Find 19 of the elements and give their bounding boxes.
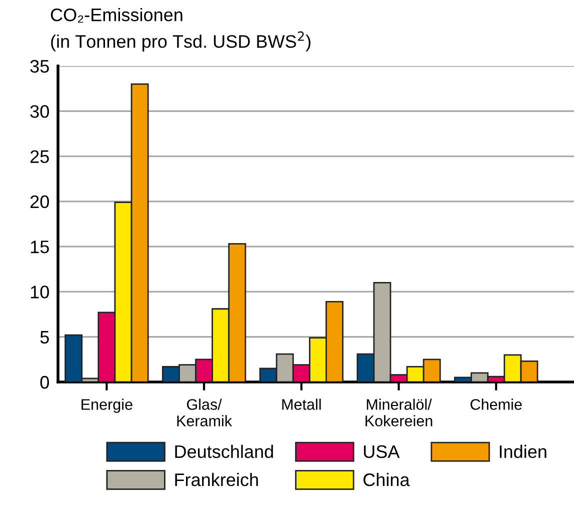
- y-tick-label: 10: [30, 286, 49, 298]
- legend-label: Indien: [500, 444, 546, 458]
- x-tick-label: Mineralöl/ Kokereien: [366, 398, 432, 426]
- y-tick-label: 35: [30, 60, 49, 73]
- y-tick-label: 30: [30, 105, 49, 118]
- legend-label: Deutschland: [175, 444, 273, 458]
- y-tick-label: 15: [30, 240, 49, 254]
- x-tick-label: Chemie: [470, 398, 522, 410]
- x-tick-label: Glas/ Keramik: [177, 398, 232, 426]
- legend-label: China: [364, 472, 410, 486]
- x-tick-label: Energie: [82, 398, 132, 413]
- y-tick-label: 0: [40, 376, 49, 389]
- y-tick-label: 5: [40, 330, 49, 344]
- y-tick-label: 20: [30, 195, 49, 208]
- legend-label: USA: [364, 445, 400, 458]
- y-tick-label: 25: [30, 150, 49, 164]
- chart-title: CO₂-Emissionen (in Tonnen pro Tsd. USD BWS$^{2}$): [50, 8, 310, 52]
- x-tick-label: Metall: [282, 398, 321, 410]
- legend-label: Frankreich: [175, 472, 258, 486]
